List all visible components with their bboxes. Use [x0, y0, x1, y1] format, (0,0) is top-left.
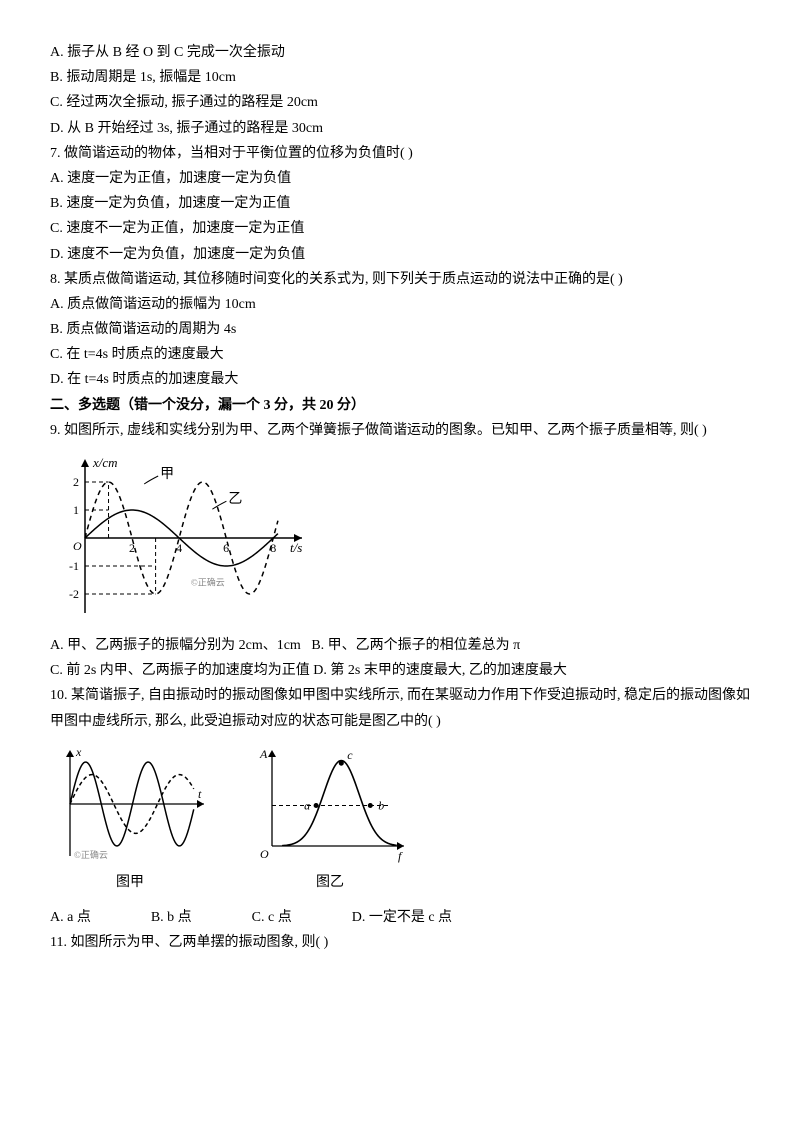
svg-text:A: A: [259, 747, 268, 761]
svg-text:t: t: [198, 787, 202, 801]
q10-chart-left: x t ©正确云 图甲: [50, 744, 210, 895]
svg-text:O: O: [260, 847, 269, 861]
q10-left-label: 图甲: [116, 870, 144, 895]
svg-text:x: x: [75, 745, 82, 759]
section-2-heading: 二、多选题（错一个没分，漏一个 3 分，共 20 分）: [50, 393, 750, 418]
q7-stem: 7. 做简谐运动的物体，当相对于平衡位置的位移为负值时( ): [50, 141, 750, 166]
q7-opt-c: C. 速度不一定为正值，加速度一定为正值: [50, 216, 750, 241]
q7-opt-d: D. 速度不一定为负值，加速度一定为负值: [50, 242, 750, 267]
q6-opt-a: A. 振子从 B 经 O 到 C 完成一次全振动: [50, 40, 750, 65]
svg-text:-2: -2: [69, 587, 79, 601]
q9-stem: 9. 如图所示, 虚线和实线分别为甲、乙两个弹簧振子做简谐运动的图象。已知甲、乙…: [50, 418, 750, 443]
svg-text:x/cm: x/cm: [92, 455, 118, 470]
q8-opt-c: C. 在 t=4s 时质点的速度最大: [50, 342, 750, 367]
svg-text:f: f: [398, 849, 403, 863]
q6-opt-c: C. 经过两次全振动, 振子通过的路程是 20cm: [50, 90, 750, 115]
svg-text:1: 1: [73, 503, 79, 517]
q10-right-label: 图乙: [316, 870, 344, 895]
q10-stem: 10. 某简谐振子, 自由振动时的振动图像如甲图中实线所示, 而在某驱动力作用下…: [50, 683, 750, 733]
q10-opt-b: B. b 点: [151, 905, 192, 930]
q8-opt-b: B. 质点做简谐运动的周期为 4s: [50, 317, 750, 342]
svg-text:-1: -1: [69, 559, 79, 573]
q9-chart: x/cmt/sO-2-1122468甲乙©正确云: [50, 453, 750, 623]
q10-chart-right: Af Oa c b 图乙: [250, 744, 410, 895]
svg-text:2: 2: [73, 475, 79, 489]
svg-text:乙: 乙: [228, 491, 242, 507]
svg-text:O: O: [73, 539, 82, 553]
svg-text:b: b: [378, 798, 384, 812]
q8-opt-d: D. 在 t=4s 时质点的加速度最大: [50, 367, 750, 392]
q10-opt-d: D. 一定不是 c 点: [352, 905, 452, 930]
svg-text:c: c: [347, 748, 353, 762]
q6-opt-b: B. 振动周期是 1s, 振幅是 10cm: [50, 65, 750, 90]
q10-opt-c: C. c 点: [252, 905, 292, 930]
svg-text:a: a: [304, 798, 310, 812]
q8-stem: 8. 某质点做简谐运动, 其位移随时间变化的关系式为, 则下列关于质点运动的说法…: [50, 267, 750, 292]
svg-text:甲: 甲: [160, 467, 174, 482]
svg-text:t/s: t/s: [290, 540, 302, 555]
q11-stem: 11. 如图所示为甲、乙两单摆的振动图象, 则( ): [50, 930, 750, 955]
q7-opt-a: A. 速度一定为正值，加速度一定为负值: [50, 166, 750, 191]
q8-opt-a: A. 质点做简谐运动的振幅为 10cm: [50, 292, 750, 317]
q10-opt-a: A. a 点: [50, 905, 91, 930]
svg-text:©正确云: ©正确云: [191, 577, 225, 588]
q10-options: A. a 点 B. b 点 C. c 点 D. 一定不是 c 点: [50, 905, 750, 930]
q9-opts-row1: A. 甲、乙两振子的振幅分别为 2cm、1cm B. 甲、乙两个振子的相位差总为…: [50, 633, 750, 658]
q9-opts-row2: C. 前 2s 内甲、乙两振子的加速度均为正值 D. 第 2s 末甲的速度最大,…: [50, 658, 750, 683]
q6-opt-d: D. 从 B 开始经过 3s, 振子通过的路程是 30cm: [50, 116, 750, 141]
svg-text:©正确云: ©正确云: [74, 849, 108, 860]
q7-opt-b: B. 速度一定为负值，加速度一定为正值: [50, 191, 750, 216]
